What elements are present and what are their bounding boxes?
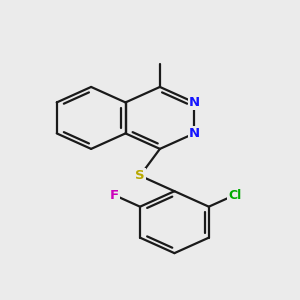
Text: N: N (189, 127, 200, 140)
Text: F: F (110, 189, 119, 202)
Text: Cl: Cl (228, 189, 241, 202)
Text: N: N (189, 96, 200, 109)
Text: S: S (135, 169, 145, 182)
